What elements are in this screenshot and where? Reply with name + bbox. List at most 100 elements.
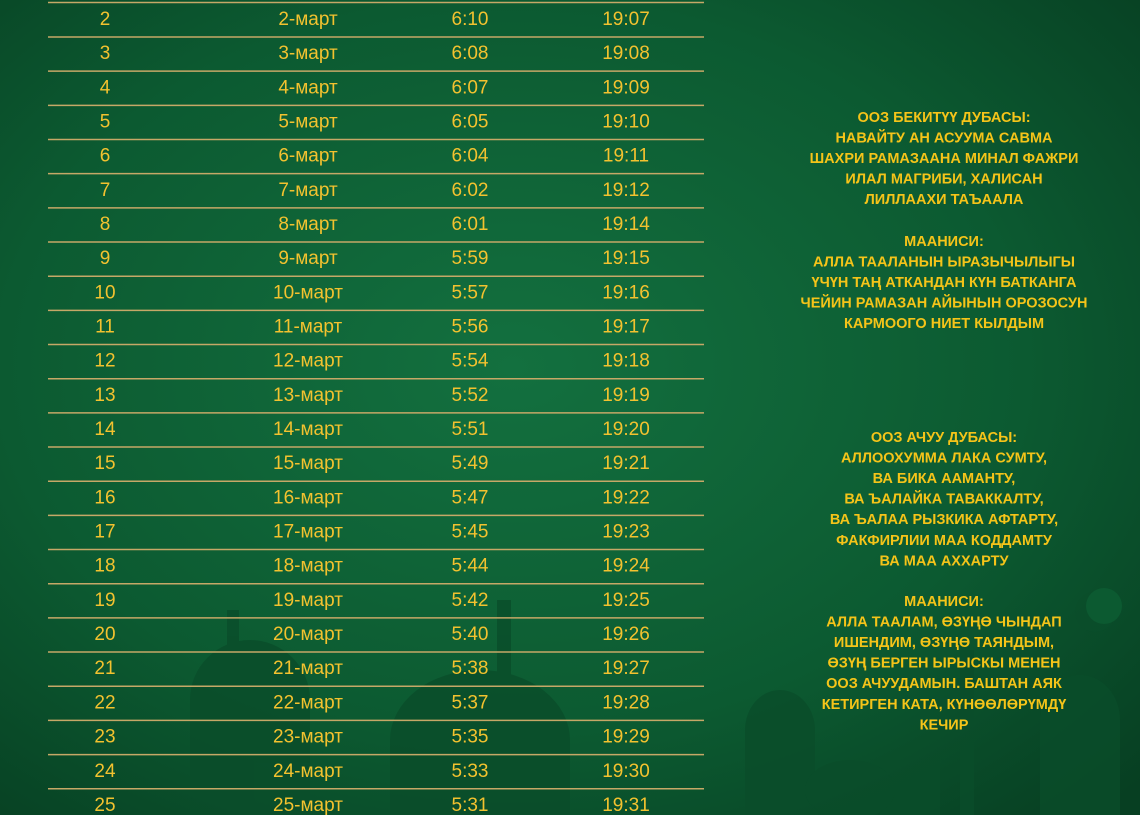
prayer-heading: МААНИСИ: xyxy=(904,234,984,250)
table: 2 2-март 6:10 19:073 3-март 6:08 19:084 4-март 6… xyxy=(48,1,704,815)
date: 19-март xyxy=(273,590,343,611)
date: 6-март xyxy=(278,146,338,167)
prayer-line: КАРМООГО НИЕТ КЫЛДЫМ xyxy=(844,316,1044,332)
date: 17-март xyxy=(273,522,343,543)
fajr-time: 6:01 xyxy=(452,214,489,235)
prayer-line: ҮЧҮН ТАҢ АТКАНДАН КҮН БАТКАНГА xyxy=(812,275,1077,291)
day-number: 23 xyxy=(94,727,115,748)
day-number: 20 xyxy=(94,624,115,645)
maghrib-time: 19:29 xyxy=(602,727,650,748)
date: 11-март xyxy=(274,317,343,338)
prayer-line: НАВАЙТУ АН АСУУМА САВМА xyxy=(835,128,1053,146)
prayer-line: КЕЧИР xyxy=(920,717,969,733)
date: 14-март xyxy=(273,419,343,440)
day-number: 25 xyxy=(94,795,115,815)
day-number: 11 xyxy=(95,317,115,338)
date: 3-март xyxy=(278,43,338,64)
prayer-text: ООЗ БЕКИТҮҮ ДУБАСЫ: НАВАЙТУ АН АСУУМА САВ… xyxy=(801,110,1088,734)
fajr-time: 5:42 xyxy=(452,590,489,611)
fajr-time: 5:59 xyxy=(452,248,489,269)
maghrib-time: 19:15 xyxy=(602,248,650,269)
day-number: 4 xyxy=(100,77,111,98)
day-number: 17 xyxy=(94,522,115,543)
maghrib-time: 19:07 xyxy=(602,9,650,30)
prayer-line: ШАХРИ РАМАЗААНА МИНАЛ ФАЖРИ xyxy=(810,151,1079,167)
maghrib-time: 19:09 xyxy=(602,77,650,98)
fajr-time: 5:57 xyxy=(452,282,489,303)
date: 22-март xyxy=(273,692,343,713)
day-number: 2 xyxy=(100,9,111,30)
maghrib-time: 19:27 xyxy=(602,658,650,679)
maghrib-time: 19:30 xyxy=(602,761,650,782)
maghrib-time: 19:20 xyxy=(602,419,650,440)
prayer-line: ВА ЪАЛАЙКА ТАВАККАЛТУ, xyxy=(844,490,1043,508)
date: 5-март xyxy=(278,112,338,133)
prayer-line: ӨЗҮҢ БЕРГЕН ЫРЫСКЫ МЕНЕН xyxy=(827,656,1060,672)
prayer-heading: ООЗ БЕКИТҮҮ ДУБАСЫ: xyxy=(857,110,1030,126)
fajr-time: 5:52 xyxy=(452,385,489,406)
fajr-time: 5:45 xyxy=(452,522,489,543)
prayer-line: АЛЛА ТААЛАНЫН ЫРАЗЫЧЫЛЫГЫ xyxy=(813,254,1075,270)
maghrib-time: 19:31 xyxy=(602,795,650,815)
fajr-time: 5:33 xyxy=(452,761,489,782)
fajr-time: 6:07 xyxy=(452,77,489,98)
fajr-time: 5:35 xyxy=(452,727,489,748)
date: 24-март xyxy=(273,761,343,782)
prayer-line: ООЗ АЧУУДАМЫН. БАШТАН АЯК xyxy=(826,676,1062,692)
fajr-time: 6:08 xyxy=(452,43,489,64)
prayer-line: ЛИЛЛААХИ ТАЪААЛА xyxy=(865,192,1024,208)
maghrib-time: 19:26 xyxy=(602,624,650,645)
date: 18-март xyxy=(273,556,343,577)
day-number: 5 xyxy=(100,112,111,133)
day-number: 6 xyxy=(100,146,111,167)
maghrib-time: 19:23 xyxy=(602,522,650,543)
maghrib-time: 19:12 xyxy=(602,180,650,201)
mosque-silhouette xyxy=(190,592,1120,815)
date: 15-март xyxy=(273,453,343,474)
day-number: 8 xyxy=(100,214,111,235)
fajr-time: 5:40 xyxy=(452,624,489,645)
maghrib-time: 19:25 xyxy=(602,590,650,611)
fajr-time: 5:54 xyxy=(452,351,489,372)
fajr-time: 5:56 xyxy=(452,317,489,338)
prayer-line: ИЛАЛ МАГРИБИ, ХАЛИСАН xyxy=(845,172,1042,188)
prayer-line: КЕТИРГЕН КАТА, КҮНӨӨЛӨРҮМДҮ xyxy=(822,697,1067,713)
prayer-line: ВА ЪАЛАА РЫЗКИКА АФТАРТУ, xyxy=(830,512,1058,528)
prayer-line: ИШЕНДИМ, ӨЗҮҢӨ ТАЯНДЫМ, xyxy=(834,635,1054,651)
maghrib-time: 19:28 xyxy=(602,692,650,713)
fajr-time: 5:51 xyxy=(452,419,489,440)
date: 20-март xyxy=(273,624,343,645)
maghrib-time: 19:14 xyxy=(602,214,650,235)
maghrib-time: 19:21 xyxy=(602,453,650,474)
day-number: 19 xyxy=(94,590,115,611)
day-number: 22 xyxy=(94,692,115,713)
date: 12-март xyxy=(273,351,343,372)
prayer-line: ФАКФИРЛИИ МАА КОДДАМТУ xyxy=(836,533,1053,549)
prayer-line: ВА БИКА ААМАНТУ, xyxy=(873,471,1016,487)
day-number: 3 xyxy=(100,43,111,64)
day-number: 15 xyxy=(94,453,115,474)
maghrib-time: 19:17 xyxy=(602,317,650,338)
fajr-time: 5:31 xyxy=(452,795,489,815)
fajr-time: 5:44 xyxy=(452,556,489,577)
maghrib-time: 19:10 xyxy=(602,112,650,133)
date: 4-март xyxy=(278,77,338,98)
maghrib-time: 19:22 xyxy=(602,487,650,508)
date: 23-март xyxy=(273,727,343,748)
fajr-time: 6:05 xyxy=(452,112,489,133)
maghrib-time: 19:11 xyxy=(603,146,649,167)
date: 21-март xyxy=(273,658,343,679)
prayer-line: ВА МАА АХХАРТУ xyxy=(880,553,1010,569)
date: 25-март xyxy=(273,795,343,815)
crescent-cutout xyxy=(1086,588,1122,624)
fajr-time: 5:49 xyxy=(452,453,489,474)
fajr-time: 5:37 xyxy=(452,692,489,713)
date: 2-март xyxy=(278,9,338,30)
day-number: 13 xyxy=(94,385,115,406)
day-number: 12 xyxy=(94,351,115,372)
day-number: 10 xyxy=(94,282,115,303)
day-number: 14 xyxy=(94,419,116,440)
day-number: 16 xyxy=(94,487,115,508)
